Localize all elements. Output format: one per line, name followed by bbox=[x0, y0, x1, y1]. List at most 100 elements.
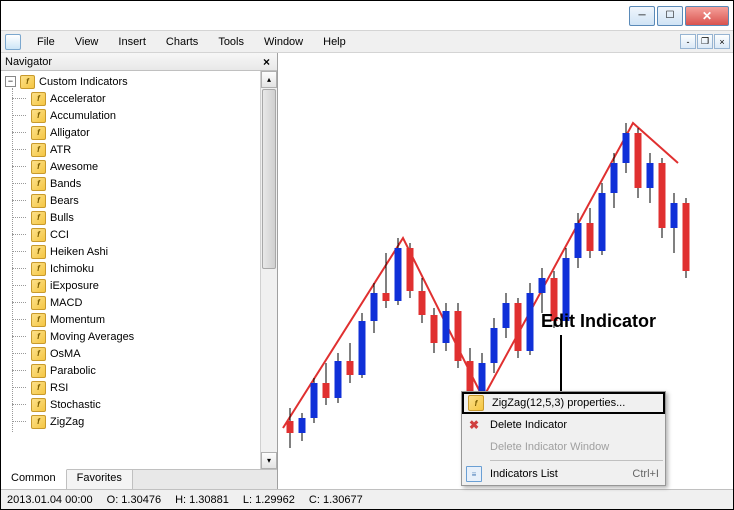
app-icon bbox=[5, 34, 21, 50]
tree-item-label: Alligator bbox=[50, 127, 90, 139]
indicator-icon: f bbox=[31, 347, 46, 361]
tree-item[interactable]: fBears bbox=[1, 192, 277, 209]
navigator-panel: Navigator × − f Custom Indicators f Accel… bbox=[1, 53, 278, 489]
folder-indicator-icon: f bbox=[20, 75, 35, 89]
close-button[interactable]: ✕ bbox=[685, 6, 729, 26]
tree-item[interactable]: fRSI bbox=[1, 379, 277, 396]
statusbar: 2013.01.04 00:00 O: 1.30476 H: 1.30881 L… bbox=[1, 489, 733, 509]
tree-item[interactable]: fAccumulation bbox=[1, 107, 277, 124]
scrollbar-vertical[interactable]: ▴ ▾ bbox=[260, 71, 277, 469]
indicator-icon: f bbox=[31, 381, 46, 395]
inner-minimize-button[interactable]: - bbox=[680, 34, 696, 49]
scroll-down-button[interactable]: ▾ bbox=[261, 452, 277, 469]
list-icon: ≡ bbox=[466, 466, 482, 482]
indicator-icon: f bbox=[31, 143, 46, 157]
inner-close-button[interactable]: × bbox=[714, 34, 730, 49]
tree-item-label: Accumulation bbox=[50, 110, 116, 122]
tree-item-label: iExposure bbox=[50, 280, 99, 292]
status-close: C: 1.30677 bbox=[309, 494, 363, 506]
annotation-label: Edit Indicator bbox=[541, 311, 656, 332]
tree-item[interactable]: fBulls bbox=[1, 209, 277, 226]
navigator-tree: − f Custom Indicators fAcceleratorfAccum… bbox=[1, 71, 277, 432]
maximize-button[interactable]: ☐ bbox=[657, 6, 683, 26]
indicator-icon: f bbox=[31, 228, 46, 242]
main-area: Navigator × − f Custom Indicators f Accel… bbox=[1, 53, 733, 489]
ctx-indicators-list[interactable]: ≡ Indicators List Ctrl+I bbox=[462, 463, 665, 485]
menu-view[interactable]: View bbox=[67, 34, 107, 50]
scroll-up-button[interactable]: ▴ bbox=[261, 71, 277, 88]
tree-item[interactable]: fOsMA bbox=[1, 345, 277, 362]
indicator-icon: f bbox=[31, 194, 46, 208]
tree-item[interactable]: fHeiken Ashi bbox=[1, 243, 277, 260]
ctx-delete-indicator[interactable]: ✖ Delete Indicator bbox=[462, 414, 665, 436]
tree-item[interactable]: f Alligator bbox=[1, 124, 277, 141]
tree-item-label: Parabolic bbox=[50, 365, 96, 377]
menubar: File View Insert Charts Tools Window Hel… bbox=[1, 31, 733, 53]
indicator-icon: f bbox=[31, 398, 46, 412]
tree-root-item[interactable]: − f Custom Indicators bbox=[1, 73, 277, 90]
tree-item[interactable]: fMomentum bbox=[1, 311, 277, 328]
tree-item-label: MACD bbox=[50, 297, 82, 309]
ctx-delete-window: Delete Indicator Window bbox=[462, 436, 665, 458]
tree-item[interactable]: f Accelerator bbox=[1, 90, 277, 107]
indicator-icon: f bbox=[31, 296, 46, 310]
scroll-thumb[interactable] bbox=[262, 89, 276, 269]
indicator-icon: f bbox=[31, 415, 46, 429]
ctx-list-shortcut: Ctrl+I bbox=[632, 468, 659, 480]
indicator-icon: f bbox=[31, 92, 46, 106]
indicator-icon: f bbox=[31, 313, 46, 327]
ctx-properties-label: ZigZag(12,5,3) properties... bbox=[492, 397, 625, 409]
navigator-close-button[interactable]: × bbox=[260, 55, 273, 69]
titlebar: ─ ☐ ✕ bbox=[1, 1, 733, 31]
tree-item[interactable]: f ZigZag bbox=[1, 413, 277, 430]
status-low: L: 1.29962 bbox=[243, 494, 295, 506]
tree-item[interactable]: fCCI bbox=[1, 226, 277, 243]
menu-tools[interactable]: Tools bbox=[210, 34, 252, 50]
ctx-list-label: Indicators List bbox=[490, 468, 558, 480]
tree-item[interactable]: f Stochastic bbox=[1, 396, 277, 413]
tree-item-label: Stochastic bbox=[50, 399, 101, 411]
tree-item[interactable]: fBands bbox=[1, 175, 277, 192]
tree-item[interactable]: f iExposure bbox=[1, 277, 277, 294]
minimize-button[interactable]: ─ bbox=[629, 6, 655, 26]
navigator-header: Navigator × bbox=[1, 53, 277, 71]
tree-item-label: Moving Averages bbox=[50, 331, 134, 343]
properties-icon: f bbox=[468, 395, 484, 411]
tab-favorites[interactable]: Favorites bbox=[67, 470, 133, 489]
annotation-line bbox=[560, 335, 562, 393]
navigator-title: Navigator bbox=[5, 56, 52, 68]
navigator-tree-container: − f Custom Indicators fAcceleratorfAccum… bbox=[1, 71, 277, 469]
inner-window-buttons: - ❐ × bbox=[680, 34, 733, 49]
tree-item[interactable]: fAwesome bbox=[1, 158, 277, 175]
menu-help[interactable]: Help bbox=[315, 34, 354, 50]
indicator-icon: f bbox=[31, 126, 46, 140]
blank-icon bbox=[466, 439, 482, 455]
tree-item-label: Bands bbox=[50, 178, 81, 190]
tree-item[interactable]: fParabolic bbox=[1, 362, 277, 379]
expander-icon[interactable]: − bbox=[5, 76, 16, 87]
tree-item[interactable]: f MACD bbox=[1, 294, 277, 311]
tree-root-label: Custom Indicators bbox=[39, 76, 128, 88]
menu-window[interactable]: Window bbox=[256, 34, 311, 50]
menu-charts[interactable]: Charts bbox=[158, 34, 206, 50]
chart-area[interactable]: Edit Indicator f ZigZag(12,5,3) properti… bbox=[278, 53, 733, 489]
inner-restore-button[interactable]: ❐ bbox=[697, 34, 713, 49]
menu-insert[interactable]: Insert bbox=[110, 34, 154, 50]
tree-item[interactable]: f Moving Averages bbox=[1, 328, 277, 345]
indicator-icon: f bbox=[31, 330, 46, 344]
status-date: 2013.01.04 00:00 bbox=[7, 494, 93, 506]
indicator-icon: f bbox=[31, 279, 46, 293]
indicator-icon: f bbox=[31, 160, 46, 174]
menu-file[interactable]: File bbox=[29, 34, 63, 50]
tree-item-label: Ichimoku bbox=[50, 263, 94, 275]
indicator-icon: f bbox=[31, 245, 46, 259]
tab-common[interactable]: Common bbox=[1, 469, 67, 489]
tree-item-label: Accelerator bbox=[50, 93, 106, 105]
tree-item[interactable]: fIchimoku bbox=[1, 260, 277, 277]
navigator-tabs: Common Favorites bbox=[1, 469, 277, 489]
tree-item-label: ZigZag bbox=[50, 416, 84, 428]
ctx-delete-label: Delete Indicator bbox=[490, 419, 567, 431]
status-high: H: 1.30881 bbox=[175, 494, 229, 506]
tree-item[interactable]: fATR bbox=[1, 141, 277, 158]
ctx-properties[interactable]: f ZigZag(12,5,3) properties... bbox=[462, 392, 665, 414]
